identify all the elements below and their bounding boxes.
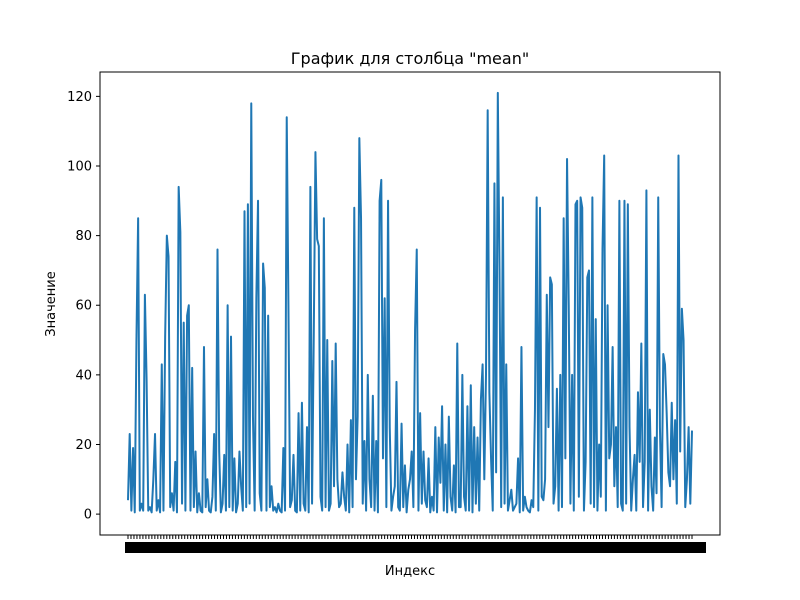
y-tick-label: 80 [75,229,92,244]
y-tick-label: 0 [84,508,92,523]
y-tick-label: 40 [75,368,92,383]
y-axis-ticks: 0 20 40 60 80 100 120 [67,90,100,523]
y-tick-label: 60 [75,299,92,314]
chart-title: График для столбца "mean" [291,49,529,68]
y-tick-label: 120 [67,90,92,105]
x-axis-ticks [125,535,706,553]
plot-frame [99,71,721,536]
plot-area [127,91,693,514]
x-axis-label: Индекс [385,564,435,579]
y-axis-label: Значение [44,271,59,336]
y-tick-label: 20 [75,438,92,453]
series-line-mean [127,91,693,514]
x-tick-labels-overlapping [125,542,706,553]
y-tick-label: 100 [67,159,92,174]
